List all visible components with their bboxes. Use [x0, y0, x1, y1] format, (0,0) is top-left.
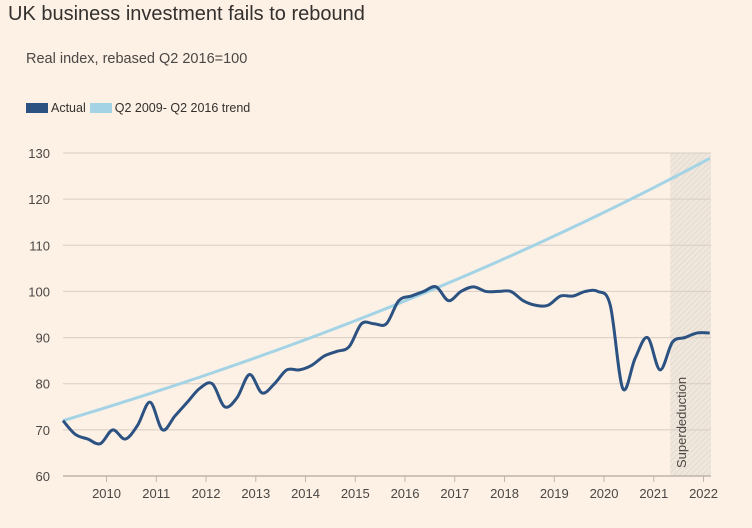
x-tick-label: 2016: [391, 486, 420, 501]
x-tick-label: 2013: [241, 486, 270, 501]
y-tick-label: 90: [36, 331, 50, 346]
x-tick-label: 2011: [142, 486, 170, 501]
x-tick-label: 2018: [490, 486, 519, 501]
legend-label-actual: Actual: [51, 101, 86, 115]
y-tick-label: 70: [36, 423, 50, 438]
legend-swatch-actual: [26, 103, 48, 113]
y-tick-label: 120: [28, 192, 50, 207]
legend: Actual Q2 2009- Q2 2016 trend: [26, 101, 254, 115]
x-tick-label: 2019: [540, 486, 569, 501]
superdeduction-label: Superdeduction: [674, 377, 689, 468]
x-tick-label: 2010: [92, 486, 121, 501]
y-tick-label: 60: [36, 469, 50, 484]
y-tick-label: 130: [28, 146, 50, 161]
x-tick-label: 2020: [590, 486, 619, 501]
x-tick-label: 2012: [192, 486, 221, 501]
trend-line: [62, 157, 711, 423]
x-tick-label: 2014: [291, 486, 320, 501]
legend-item-trend: Q2 2009- Q2 2016 trend: [89, 101, 251, 115]
superdeduction-shade: [670, 153, 711, 476]
x-tick-label: 2017: [440, 486, 469, 501]
x-tick-label: 2022: [689, 486, 718, 501]
legend-item-actual: Actual: [26, 101, 86, 115]
actual-line: [61, 285, 710, 446]
chart-title: UK business investment fails to rebound: [8, 3, 365, 25]
x-tick-label: 2015: [341, 486, 370, 501]
x-tick-label: 2021: [639, 486, 668, 501]
y-tick-label: 100: [28, 284, 50, 299]
chart-subtitle: Real index, rebased Q2 2016=100: [26, 51, 248, 67]
legend-swatch-trend: [89, 103, 112, 113]
legend-label-trend: Q2 2009- Q2 2016 trend: [114, 101, 251, 115]
y-tick-label: 80: [36, 377, 50, 392]
y-tick-label: 110: [29, 238, 50, 253]
